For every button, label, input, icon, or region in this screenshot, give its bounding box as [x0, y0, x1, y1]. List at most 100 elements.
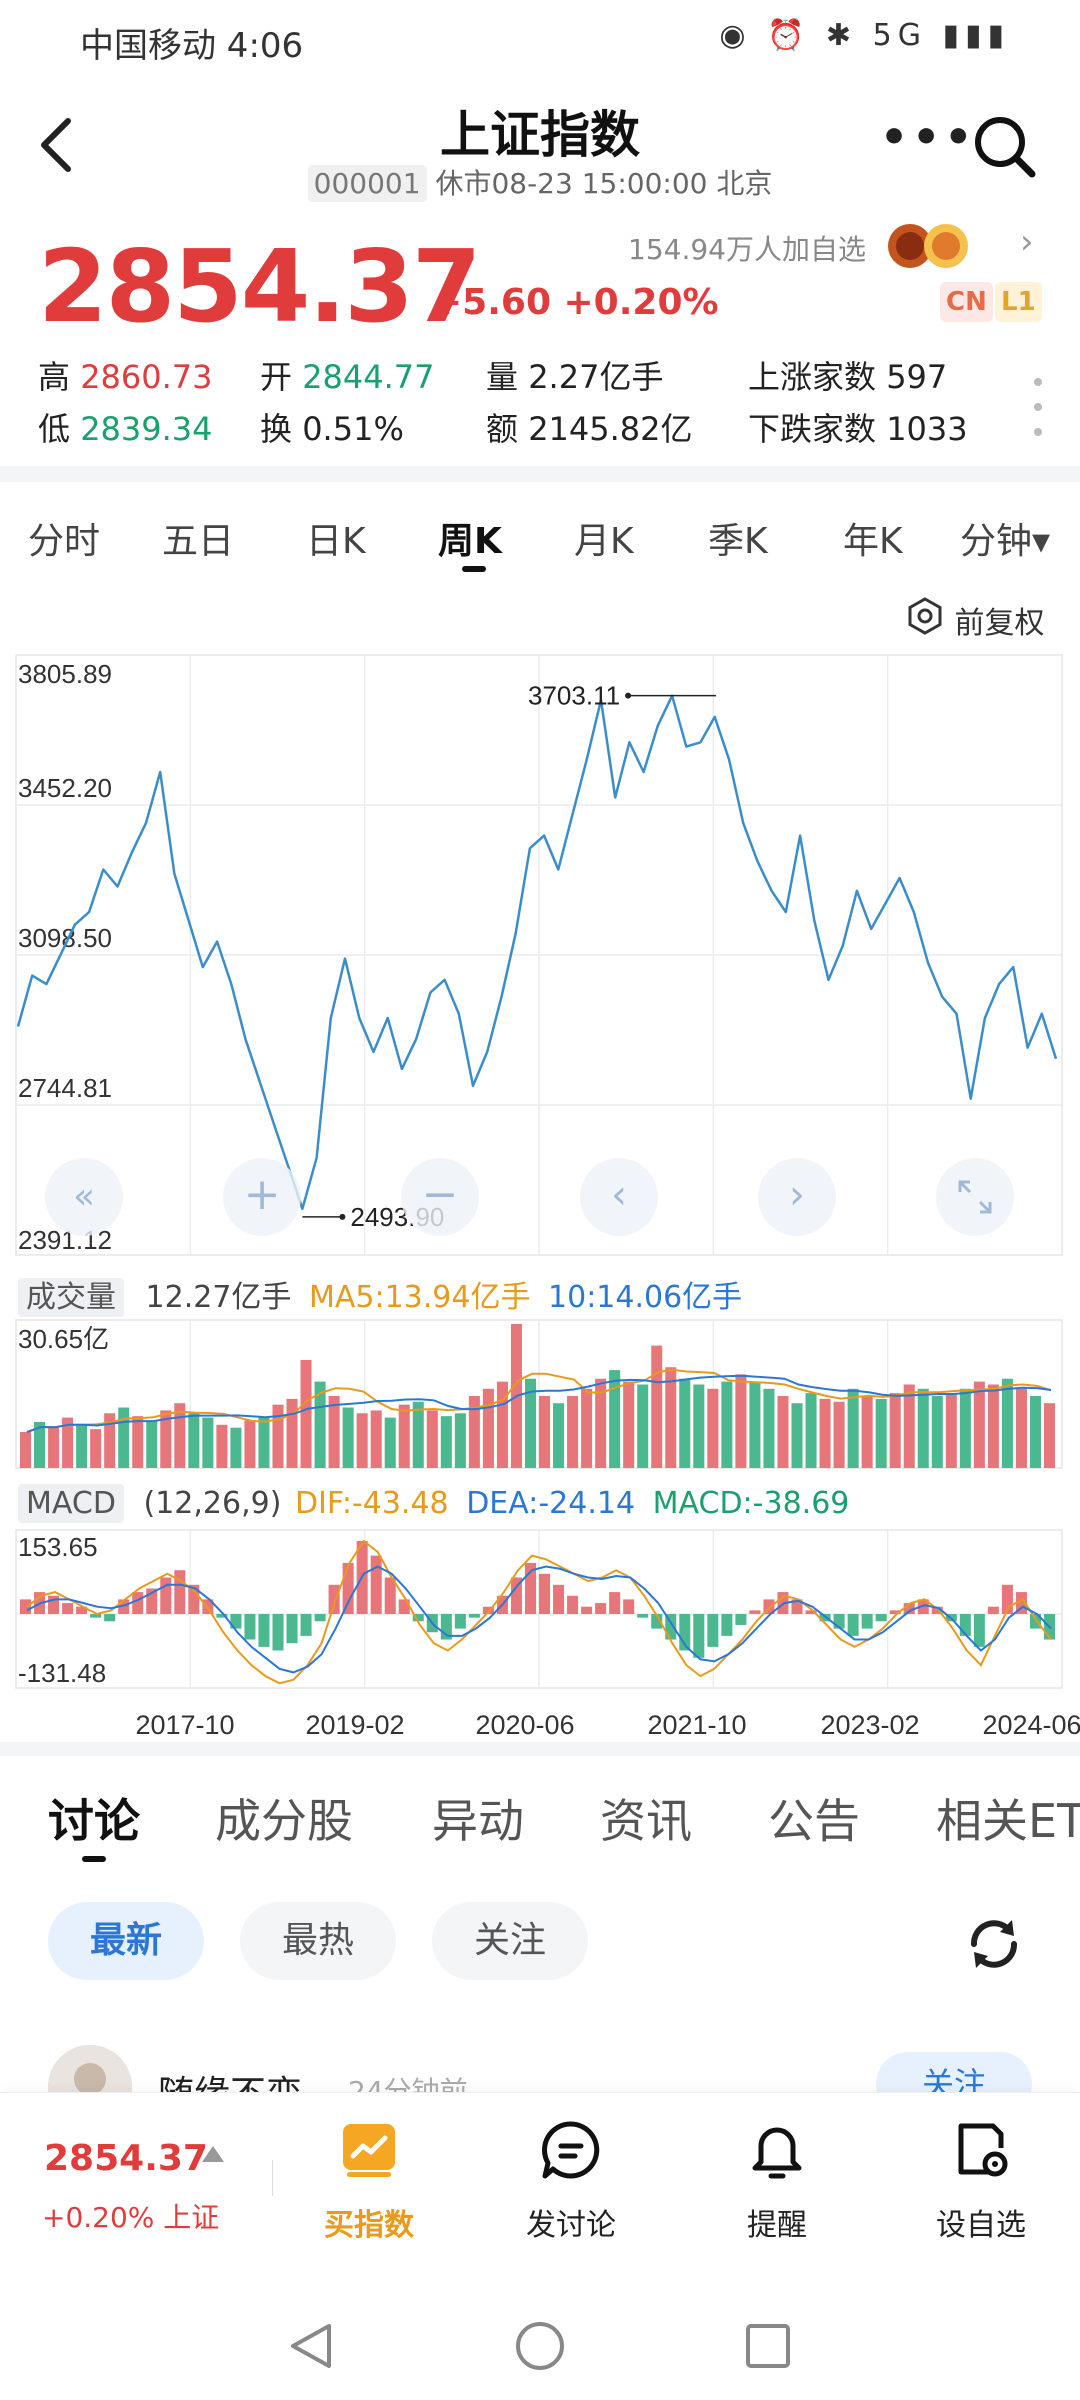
nav-recents-icon[interactable] — [742, 2320, 794, 2376]
section-divider — [0, 466, 1080, 482]
macd-bar — [482, 1606, 494, 1614]
stat-open-value: 2844.77 — [302, 358, 435, 396]
chevron-right-icon[interactable]: › — [1020, 222, 1034, 262]
volume-bar — [917, 1388, 929, 1468]
volume-bar — [833, 1401, 845, 1468]
add-watchlist-button[interactable]: 设自选 — [906, 2118, 1056, 2244]
macd-bar — [216, 1614, 228, 1618]
volume-bar — [945, 1393, 957, 1468]
watchlist-settings-icon — [949, 2118, 1013, 2182]
macd-bar — [258, 1614, 270, 1647]
stat-volume: 量 2.27亿手 — [486, 352, 663, 398]
x-tick-label: 2017-10 — [135, 1710, 234, 1740]
tab-related-etf[interactable]: 相关ETF — [936, 1794, 1080, 1848]
volume-bar — [524, 1378, 536, 1468]
back-icon[interactable] — [28, 105, 88, 185]
macd-bar — [76, 1606, 88, 1614]
scroll-start-button[interactable]: « — [45, 1158, 123, 1236]
macd-bar — [595, 1603, 607, 1614]
nav-home-icon[interactable] — [514, 2320, 566, 2376]
filter-hottest[interactable]: 最热 — [240, 1902, 396, 1980]
macd-bar — [132, 1592, 144, 1614]
volume-ma10: 10:14.06亿手 — [548, 1280, 743, 1315]
stat-open: 开 2844.77 — [260, 352, 435, 398]
volume-tag[interactable]: 成交量 — [18, 1278, 124, 1317]
stat-down-value: 1033 — [886, 410, 968, 448]
fullscreen-icon[interactable] — [936, 1158, 1014, 1236]
volume-bar — [861, 1396, 873, 1468]
tab-yearly-k[interactable]: 年K — [843, 521, 903, 562]
macd-bar — [48, 1595, 60, 1614]
volume-bar — [665, 1367, 677, 1468]
tab-quarterly-k[interactable]: 季K — [708, 521, 768, 562]
macd-bar — [454, 1614, 466, 1629]
tab-daily-k[interactable]: 日K — [306, 521, 366, 562]
followers-count[interactable]: 154.94万人加自选 — [628, 233, 866, 266]
volume-bar — [819, 1398, 831, 1468]
tab-components[interactable]: 成分股 — [215, 1794, 353, 1848]
stat-up-count: 上涨家数 597 — [748, 352, 947, 398]
scroll-left-button[interactable]: ‹ — [580, 1158, 658, 1236]
macd-bar — [749, 1610, 761, 1614]
macd-bar — [693, 1614, 705, 1658]
filter-latest[interactable]: 最新 — [48, 1902, 204, 1980]
zoom-in-button[interactable]: + — [223, 1158, 301, 1236]
macd-bar — [118, 1599, 130, 1614]
buy-index-button[interactable]: 买指数 — [294, 2118, 444, 2244]
macd-bar — [174, 1570, 186, 1614]
filter-following[interactable]: 关注 — [432, 1902, 588, 1980]
tab-discussion[interactable]: 讨论 — [48, 1794, 140, 1848]
macd-bar — [272, 1614, 284, 1651]
tab-announcements[interactable]: 公告 — [768, 1794, 860, 1848]
content-tabs: 讨论 成分股 异动 资讯 公告 相关ETF — [0, 1785, 1080, 1865]
volume-bar — [328, 1396, 340, 1468]
volume-bar — [847, 1388, 859, 1468]
more-icon[interactable]: ••• — [880, 112, 977, 163]
nav-back-icon[interactable] — [285, 2320, 337, 2376]
volume-bar — [679, 1378, 691, 1468]
tab-minute[interactable]: 分钟▾ — [960, 521, 1051, 562]
volume-bar — [1043, 1403, 1055, 1468]
macd-bar — [833, 1614, 845, 1629]
volume-bar — [1015, 1388, 1027, 1468]
tab-intraday[interactable]: 分时 — [28, 521, 101, 562]
search-icon[interactable] — [970, 112, 1040, 182]
macd-bar — [847, 1614, 859, 1636]
post-discussion-button[interactable]: 发讨论 — [496, 2118, 646, 2244]
tab-weekly-k[interactable]: 周K — [438, 521, 502, 562]
adjust-toggle[interactable]: 前复权 — [905, 596, 1045, 644]
tab-news[interactable]: 资讯 — [600, 1794, 692, 1848]
more-vertical-icon[interactable] — [1028, 372, 1048, 442]
scroll-right-button[interactable]: › — [758, 1158, 836, 1236]
volume-bar — [118, 1407, 130, 1468]
macd-bar — [244, 1614, 256, 1640]
remind-label: 提醒 — [747, 2208, 807, 2243]
macd-tag[interactable]: MACD — [18, 1484, 124, 1523]
macd-value: MACD:-38.69 — [652, 1486, 850, 1521]
volume-bar — [721, 1381, 733, 1468]
refresh-icon[interactable] — [962, 1912, 1026, 1976]
follower-avatars[interactable] — [888, 218, 978, 274]
volume-bar — [370, 1410, 382, 1468]
stat-amount-value: 2145.82亿 — [528, 410, 693, 448]
zoom-out-button[interactable]: − — [401, 1158, 479, 1236]
volume-chart[interactable]: 30.65亿 — [0, 1318, 1080, 1478]
volume-bar — [62, 1417, 74, 1468]
volume-bar — [384, 1417, 396, 1468]
volume-bar — [623, 1381, 635, 1468]
tab-monthly-k[interactable]: 月K — [574, 521, 634, 562]
macd-chart[interactable]: 153.65 -131.48 2017-10 2019-02 2020-06 2021-1… — [0, 1528, 1080, 1742]
macd-bar — [637, 1614, 649, 1618]
remind-button[interactable]: 提醒 — [702, 2118, 852, 2244]
volume-bar — [595, 1378, 607, 1468]
y-tick-label: 3805.89 — [18, 659, 112, 689]
price-chart[interactable]: 3805.893452.203098.502744.812391.123703.… — [0, 645, 1080, 1265]
stat-down-label: 下跌家数 — [748, 410, 877, 448]
volume-bar — [272, 1404, 284, 1468]
tab-movements[interactable]: 异动 — [432, 1794, 524, 1848]
volume-max-label: 30.65亿 — [18, 1324, 109, 1354]
tab-five-day[interactable]: 五日 — [162, 521, 235, 562]
macd-bar — [370, 1555, 382, 1614]
volume-bar — [300, 1360, 312, 1468]
volume-ma5-line — [26, 1368, 1052, 1433]
